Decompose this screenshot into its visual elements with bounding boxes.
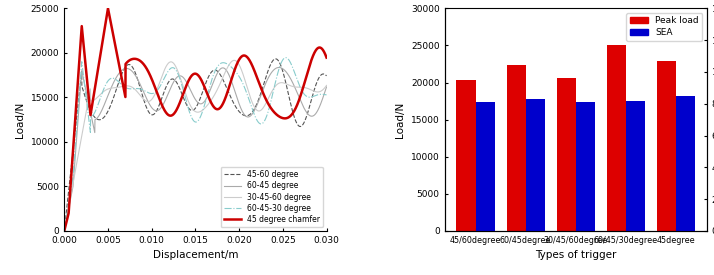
45-60 degree — [317, 73, 326, 76]
Line: 60-45-30 degree: 60-45-30 degree — [64, 58, 326, 231]
Line: 30-45-60 degree: 30-45-60 degree — [64, 60, 326, 231]
Bar — [676, 96, 695, 231]
30-45-60 degree — [90, 98, 99, 102]
X-axis label: Displacement/m: Displacement/m — [153, 251, 238, 260]
Legend: Peak load, SEA: Peak load, SEA — [626, 13, 703, 41]
Y-axis label: Load/N: Load/N — [15, 101, 25, 138]
30-45-60 degree — [60, 229, 69, 233]
Y-axis label: Load/N: Load/N — [396, 101, 406, 138]
60-45-30 degree — [90, 112, 99, 115]
45 degree chamfer — [289, 111, 298, 114]
Bar — [507, 65, 526, 231]
60-45-30 degree — [106, 78, 114, 81]
45-60 degree — [289, 112, 298, 115]
60-45-30 degree — [322, 93, 331, 97]
60-45 degree — [289, 82, 298, 86]
45-60 degree — [172, 80, 181, 83]
60-45-30 degree — [281, 56, 290, 59]
Bar — [607, 45, 625, 231]
60-45 degree — [161, 100, 169, 103]
45 degree chamfer — [106, 16, 114, 19]
60-45 degree — [322, 85, 331, 89]
Bar — [625, 101, 645, 231]
30-45-60 degree — [230, 59, 238, 62]
30-45-60 degree — [322, 84, 331, 87]
45 degree chamfer — [317, 47, 326, 50]
45 degree chamfer — [161, 109, 169, 112]
Bar — [476, 102, 495, 231]
60-45-30 degree — [172, 69, 181, 72]
60-45-30 degree — [161, 76, 169, 79]
45-60 degree — [90, 115, 99, 118]
60-45 degree — [90, 128, 99, 131]
Bar — [456, 80, 476, 231]
60-45 degree — [172, 76, 181, 80]
45 degree chamfer — [104, 7, 112, 10]
Bar — [657, 61, 676, 231]
60-45 degree — [317, 100, 326, 103]
45 degree chamfer — [90, 91, 99, 94]
60-45-30 degree — [60, 229, 69, 233]
Legend: 45-60 degree, 60-45 degree, 30-45-60 degree, 60-45-30 degree, 45 degree chamfer: 45-60 degree, 60-45 degree, 30-45-60 deg… — [221, 167, 323, 227]
45 degree chamfer — [322, 56, 331, 59]
45-60 degree — [60, 229, 69, 233]
X-axis label: Types of trigger: Types of trigger — [535, 251, 616, 260]
45-60 degree — [106, 106, 114, 109]
Bar — [557, 78, 575, 231]
30-45-60 degree — [161, 67, 169, 71]
45 degree chamfer — [60, 229, 69, 233]
30-45-60 degree — [106, 87, 114, 90]
60-45 degree — [60, 229, 69, 233]
Bar — [526, 99, 545, 231]
60-45 degree — [275, 66, 283, 69]
30-45-60 degree — [317, 89, 326, 92]
45-60 degree — [271, 57, 280, 60]
60-45-30 degree — [289, 67, 298, 71]
45-60 degree — [161, 88, 169, 92]
45-60 degree — [322, 74, 331, 78]
60-45 degree — [106, 90, 114, 93]
Bar — [575, 102, 595, 231]
Line: 45 degree chamfer: 45 degree chamfer — [64, 8, 326, 231]
Line: 60-45 degree: 60-45 degree — [64, 67, 326, 231]
45 degree chamfer — [172, 109, 181, 112]
Line: 45-60 degree: 45-60 degree — [64, 59, 326, 231]
60-45-30 degree — [317, 93, 326, 96]
30-45-60 degree — [172, 66, 181, 69]
30-45-60 degree — [289, 85, 298, 88]
